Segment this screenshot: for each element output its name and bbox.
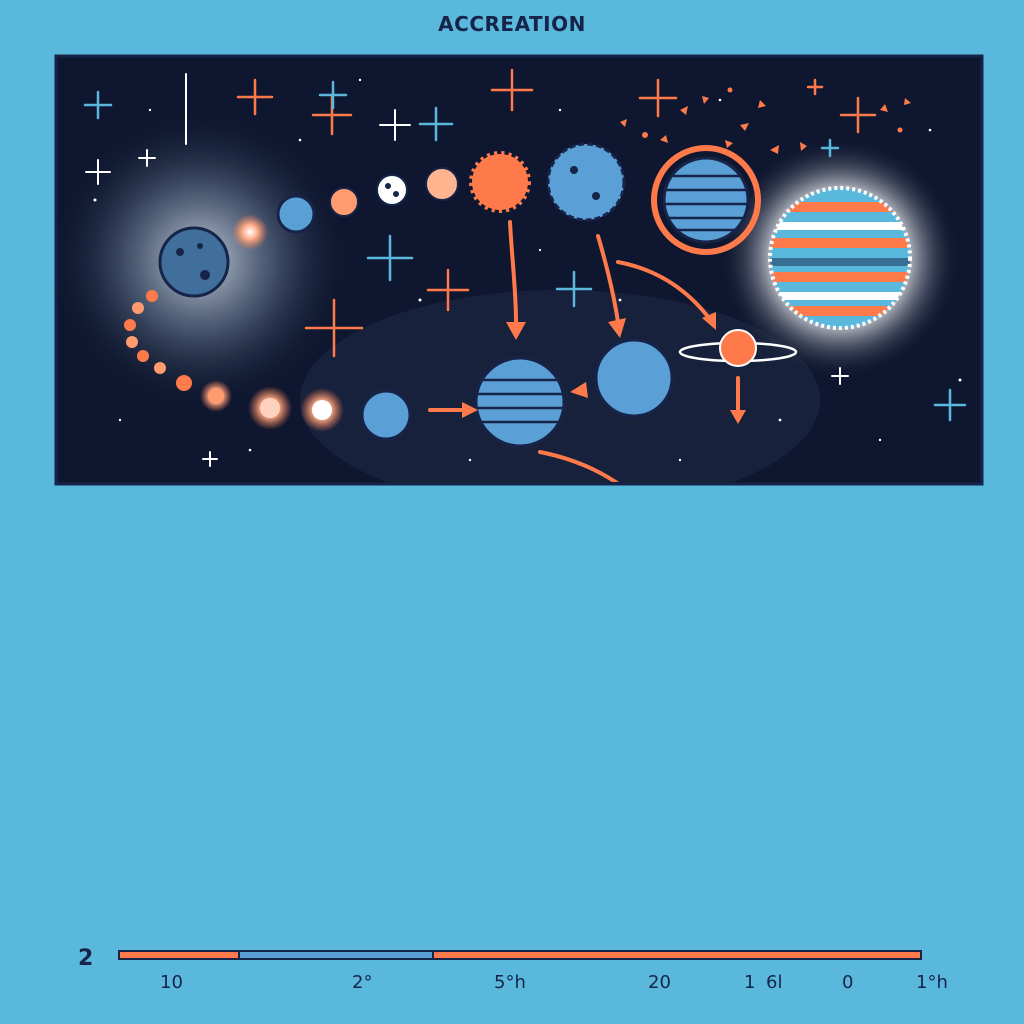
tick-label: 1°h bbox=[916, 972, 948, 993]
tick-label: 6l bbox=[766, 972, 783, 993]
planetesimal-sequence-top bbox=[158, 142, 626, 298]
tick-label: 0 bbox=[842, 972, 854, 993]
debris-particles bbox=[620, 87, 911, 173]
mid-banded-planet bbox=[474, 356, 566, 448]
tick-label: 10 bbox=[160, 972, 183, 993]
small-planet bbox=[360, 389, 412, 441]
scale-segment-2 bbox=[238, 950, 434, 960]
tick-label: 1 bbox=[744, 972, 756, 993]
page-title: ACCREATION bbox=[438, 12, 586, 36]
ringed-body bbox=[719, 329, 757, 367]
flow-arrows-top bbox=[428, 220, 740, 482]
tick-label: 2° bbox=[352, 972, 373, 993]
sparkle-stars bbox=[83, 68, 967, 467]
plain-planet bbox=[594, 338, 674, 418]
arrow-heads-top bbox=[462, 312, 746, 424]
planet-halo bbox=[651, 145, 761, 255]
scale-segment-3 bbox=[432, 950, 922, 960]
tick-label: 5°h bbox=[494, 972, 526, 993]
banded-planet bbox=[662, 156, 750, 244]
background-stars bbox=[93, 78, 962, 462]
scale-side-label: 2 bbox=[78, 946, 94, 971]
orbit-bodies-left bbox=[124, 290, 344, 432]
scale-segment-1 bbox=[118, 950, 240, 960]
tick-label: 20 bbox=[648, 972, 671, 993]
